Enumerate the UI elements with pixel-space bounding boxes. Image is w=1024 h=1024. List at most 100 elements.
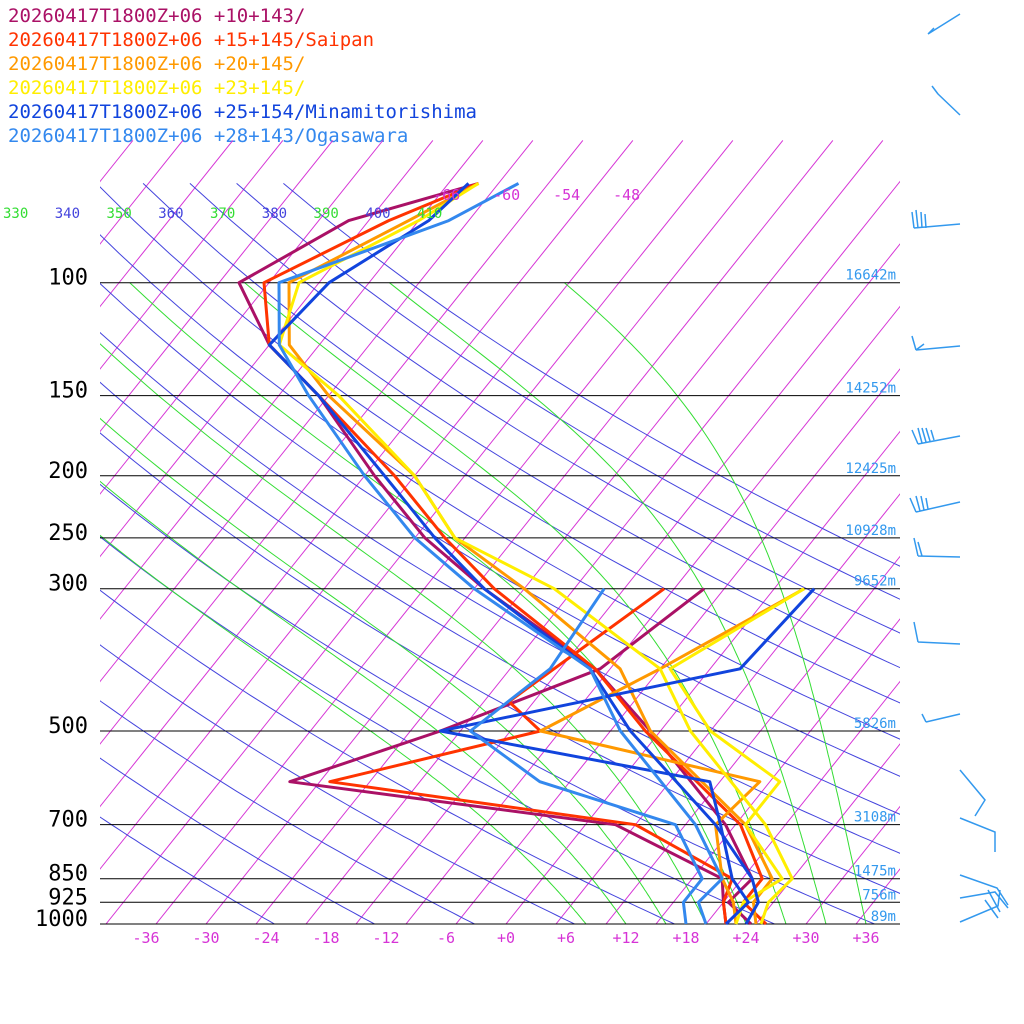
dewpoint-profile-line bbox=[538, 587, 805, 925]
pressure-label: 200 bbox=[48, 459, 88, 484]
pressure-label: 850 bbox=[48, 862, 88, 887]
isotherm-top-label: -60 bbox=[493, 186, 520, 204]
dry-adiabat bbox=[100, 644, 575, 924]
isotherm-line bbox=[155, 140, 784, 924]
moist-adiabat bbox=[389, 282, 827, 924]
legend-entry: 20260417T1800Z+06 +28+143/Ogasawara bbox=[8, 125, 409, 147]
temperature-tick-label: +12 bbox=[612, 929, 639, 947]
dry-adiabat bbox=[100, 757, 375, 924]
height-label: 5826m bbox=[854, 716, 896, 732]
dry-adiabat bbox=[100, 432, 900, 894]
wind-barb-icon bbox=[959, 817, 996, 852]
pressure-label: 300 bbox=[48, 572, 88, 597]
pressure-label: 100 bbox=[48, 266, 88, 291]
wind-barb-icon bbox=[959, 874, 1009, 923]
dry-adiabat bbox=[236, 183, 900, 600]
theta-label: 390 bbox=[314, 206, 339, 222]
dry-adiabat bbox=[100, 381, 900, 854]
isotherm-top-label: -66 bbox=[433, 186, 460, 204]
pressure-label: 925 bbox=[48, 885, 88, 910]
theta-label: 410 bbox=[417, 206, 442, 222]
legend-entry: 20260417T1800Z+06 +10+143/ bbox=[8, 5, 306, 27]
isotherm-line bbox=[100, 140, 284, 370]
temperature-profile-line bbox=[287, 182, 774, 925]
dry-adiabat bbox=[189, 183, 900, 634]
isotherm-line bbox=[100, 140, 234, 308]
isotherm-line bbox=[405, 305, 900, 924]
theta-label: 370 bbox=[210, 206, 235, 222]
theta-label: 340 bbox=[55, 206, 80, 222]
isotherm-line bbox=[100, 140, 384, 495]
height-label: 10928m bbox=[845, 523, 896, 539]
pressure-label: 1000 bbox=[35, 907, 88, 932]
isotherm-line bbox=[100, 140, 634, 808]
wind-barb-icon bbox=[911, 427, 961, 445]
temperature-tick-label: +0 bbox=[497, 929, 515, 947]
isotherm-line bbox=[655, 618, 900, 924]
wind-barb-icon bbox=[911, 335, 961, 351]
dry-adiabat bbox=[100, 234, 900, 740]
pressure-label: 700 bbox=[48, 808, 88, 833]
wind-barb-icon bbox=[913, 621, 961, 645]
theta-label: 360 bbox=[158, 206, 183, 222]
height-label: 16642m bbox=[845, 268, 896, 284]
temperature-tick-label: +36 bbox=[852, 929, 879, 947]
pressure-label: 150 bbox=[48, 379, 88, 404]
legend-entry: 20260417T1800Z+06 +23+145/ bbox=[8, 77, 306, 99]
temperature-profile-line bbox=[262, 182, 768, 926]
height-label: 14252m bbox=[845, 381, 896, 397]
isotherm-line bbox=[100, 140, 684, 870]
dry-adiabat bbox=[283, 183, 900, 567]
temperature-tick-label: +6 bbox=[557, 929, 575, 947]
wind-barb-icon bbox=[931, 85, 961, 116]
temperature-profile-line bbox=[277, 182, 724, 925]
temperature-profile-line bbox=[267, 182, 760, 925]
wind-barb-icon bbox=[959, 769, 986, 817]
dewpoint-profile-line bbox=[438, 587, 816, 926]
temperature-tick-label: -6 bbox=[437, 929, 455, 947]
isotherm-line bbox=[455, 368, 900, 924]
dry-adiabat bbox=[100, 483, 875, 924]
pressure-label: 250 bbox=[48, 521, 88, 546]
isotherm-line bbox=[605, 555, 900, 924]
wind-barb-icon bbox=[921, 713, 961, 723]
isotherm-top-label: -54 bbox=[553, 186, 580, 204]
temperature-tick-label: -24 bbox=[252, 929, 279, 947]
isotherm-line bbox=[755, 743, 900, 924]
wind-barbs bbox=[909, 13, 1009, 923]
isotherm-line bbox=[255, 140, 884, 924]
height-label: 12425m bbox=[845, 461, 896, 477]
isotherm-line bbox=[100, 140, 484, 620]
temperature-tick-label: -18 bbox=[312, 929, 339, 947]
sounding-series bbox=[237, 181, 816, 926]
height-label: 756m bbox=[862, 887, 896, 903]
dewpoint-profile-line bbox=[328, 587, 734, 925]
dewpoint-profile-line bbox=[288, 587, 728, 925]
isotherm-line bbox=[505, 430, 900, 924]
isotherm-line bbox=[355, 243, 900, 924]
theta-label: 400 bbox=[365, 206, 390, 222]
isotherm-line bbox=[705, 680, 900, 924]
dry-adiabat bbox=[100, 700, 475, 924]
isotherm-line bbox=[100, 140, 434, 558]
legend-entry: 20260417T1800Z+06 +20+145/ bbox=[8, 53, 306, 75]
temperature-tick-label: -30 bbox=[192, 929, 219, 947]
height-label: 3108m bbox=[854, 810, 896, 826]
dry-adiabat bbox=[100, 536, 775, 924]
height-label: 1475m bbox=[854, 864, 896, 880]
isotherm-line bbox=[0, 140, 33, 924]
dry-adiabat bbox=[100, 589, 675, 924]
dry-adiabat bbox=[100, 331, 900, 815]
wind-barb-icon bbox=[909, 495, 961, 513]
legend-entry: 20260417T1800Z+06 +15+145/Saipan bbox=[8, 29, 375, 51]
isotherm-line bbox=[100, 140, 334, 433]
wind-barb-icon bbox=[913, 537, 961, 558]
temperature-tick-label: -36 bbox=[132, 929, 159, 947]
isotherm-line bbox=[555, 493, 900, 924]
temperature-tick-label: +18 bbox=[672, 929, 699, 947]
dry-adiabat-grid bbox=[100, 183, 900, 924]
legend-entry: 20260417T1800Z+06 +25+154/Minamitorishim… bbox=[8, 101, 477, 123]
wind-barb-icon bbox=[911, 209, 961, 229]
theta-label: 380 bbox=[262, 206, 287, 222]
